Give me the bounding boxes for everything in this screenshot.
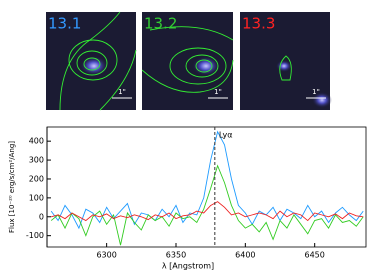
y-tick-label: 300 (29, 156, 44, 165)
x-tick-label: 6300 (96, 251, 116, 260)
plot-frame (46, 126, 367, 248)
x-axis-label: λ [Angstrom] (162, 262, 214, 271)
panel-3 (240, 12, 332, 110)
panel-label: 13.3 (242, 15, 275, 33)
panel-label: 13.2 (144, 15, 177, 33)
y-tick-label: 400 (29, 137, 44, 146)
y-tick-label: -100 (26, 231, 44, 240)
spectrum-line (50, 164, 364, 246)
panel-label: 13.1 (48, 15, 81, 33)
y-tick-label: 0 (39, 212, 44, 221)
spectrum-line (51, 201, 364, 222)
panel-1 (46, 11, 137, 111)
y-axis-label: Flux [10⁻²⁰ erg/s/cm²/Ang] (8, 141, 16, 233)
scale-label: 1" (118, 88, 126, 96)
x-tick-label: 6450 (305, 251, 325, 260)
scale-label: 1" (214, 88, 222, 96)
y-tick-label: 200 (29, 174, 44, 183)
x-tick-label: 6350 (166, 251, 186, 260)
panel-2 (141, 12, 234, 110)
x-tick-label: 6400 (235, 251, 255, 260)
scale-label: 1" (312, 88, 320, 96)
y-tick-label: 100 (29, 193, 44, 202)
annotation: Lyα (219, 131, 233, 140)
